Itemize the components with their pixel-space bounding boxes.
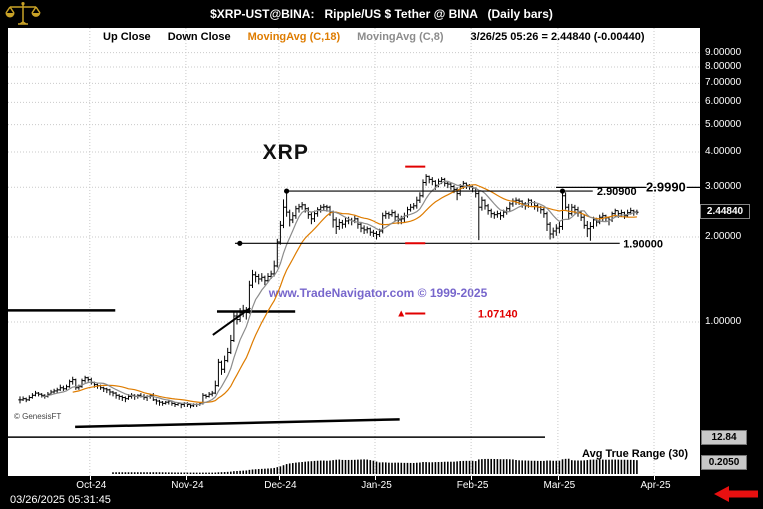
price-axis-label: 6.00000 (705, 96, 742, 108)
price-axis-label: 7.00000 (705, 77, 742, 89)
price-axis-label: 2.00000 (705, 231, 742, 243)
svg-text:1.07140: 1.07140 (478, 309, 518, 321)
window-title: $XRP-UST@BINA: Ripple/US $ Tether @ BINA… (210, 7, 553, 21)
month-axis-label: Apr-25 (640, 480, 671, 491)
month-tick (654, 476, 655, 480)
legend-moving-avg-8: MovingAvg (C,8) (357, 31, 444, 43)
time-axis[interactable]: Oct-24 Nov-24 Dec-24 Jan-25 Feb-25 Mar-25 Apr-… (8, 476, 700, 493)
upper-value-box: 12.84 (701, 430, 747, 445)
price-axis-label: 4.00000 (705, 146, 742, 158)
month-tick (185, 476, 187, 480)
title-bar: $XRP-UST@BINA: Ripple/US $ Tether @ BINA… (0, 0, 763, 28)
month-tick (557, 476, 559, 480)
svg-text:2.9990: 2.9990 (646, 179, 686, 194)
legend-down-close: Down Close (167, 31, 231, 43)
legend-moving-avg-18: MovingAvg (C,18) (247, 31, 341, 43)
legend-last-quote: 3/26/25 05:26 = 2.44840 (-0.00440) (470, 31, 645, 43)
current-price-box: 2.44840 (700, 204, 750, 220)
price-chart-canvas[interactable]: www.TradeNavigator.com © 1999-2025 2.909… (8, 28, 700, 476)
svg-text:1.90000: 1.90000 (623, 238, 663, 250)
price-series-svg: 2.90900 2.9990 1.90000 1.07140 XRP (8, 28, 700, 476)
svg-text:XRP: XRP (263, 141, 309, 164)
status-timestamp: 03/26/2025 05:31:45 (10, 494, 111, 506)
atr-value-box: 0.2050 (701, 455, 747, 470)
month-tick (471, 476, 473, 480)
atr-indicator-label: Avg True Range (30) (582, 448, 688, 460)
month-axis-label: Mar-25 (543, 480, 576, 491)
scroll-left-arrow-icon[interactable] (713, 484, 759, 509)
price-axis-label: 1.00000 (705, 316, 742, 327)
svg-text:2.90900: 2.90900 (597, 186, 637, 198)
price-axis-label: 5.00000 (705, 118, 742, 130)
genesis-copyright: © GenesisFT (12, 412, 64, 421)
watermark: www.TradeNavigator.com © 1999-2025 (268, 286, 488, 300)
month-tick (278, 476, 280, 480)
price-axis-label: 9.00000 (705, 46, 742, 58)
price-axis[interactable]: 2.44840 12.84 0.2050 9.00000 8.00000 7.000… (700, 28, 763, 476)
scales-logo-icon (5, 1, 41, 32)
month-axis-label: Nov-24 (171, 480, 204, 491)
month-axis-label: Jan-25 (361, 480, 392, 491)
month-axis-label: Feb-25 (456, 480, 489, 491)
month-tick (89, 476, 91, 480)
month-axis-label: Oct-24 (76, 480, 107, 491)
price-axis-label: 8.00000 (705, 61, 742, 73)
month-axis-label: Dec-24 (264, 480, 297, 491)
price-axis-label: 3.00000 (705, 181, 742, 193)
month-tick (375, 476, 376, 480)
legend-up-close: Up Close (103, 31, 151, 43)
chart-legend: Up Close Down Close MovingAvg (C,18) Mov… (103, 31, 645, 43)
